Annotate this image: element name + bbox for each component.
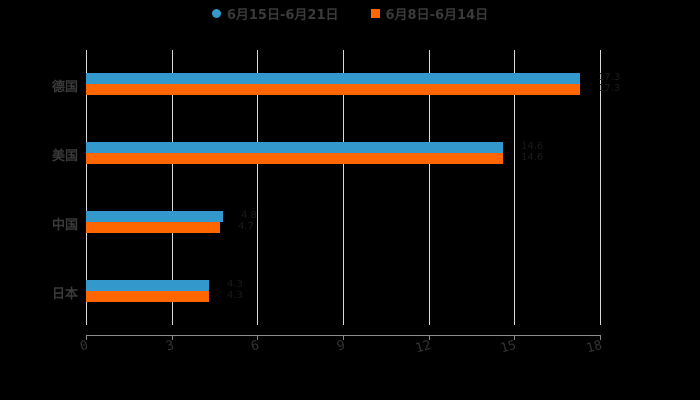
gridline bbox=[257, 50, 258, 325]
x-tick-label: 12 bbox=[413, 338, 433, 357]
legend-label: 6月8日-6月14日 bbox=[385, 7, 489, 23]
gridline bbox=[172, 50, 173, 325]
bar-week-1[interactable] bbox=[86, 84, 580, 95]
x-tick-label: 0 bbox=[78, 338, 90, 355]
x-tick-label: 18 bbox=[584, 338, 604, 357]
x-tick bbox=[172, 335, 173, 340]
bar-week-2[interactable] bbox=[86, 211, 223, 222]
x-tick bbox=[257, 335, 258, 340]
x-axis-line bbox=[86, 335, 601, 336]
gridline bbox=[429, 50, 430, 325]
bar-value-label: 17.3 bbox=[598, 83, 621, 94]
x-tick-label: 6 bbox=[249, 338, 261, 355]
x-tick bbox=[514, 335, 515, 340]
bar-value-label: 17.3 bbox=[598, 72, 621, 83]
x-tick-label: 3 bbox=[164, 338, 176, 355]
bar-value-label: 4.8 bbox=[241, 210, 257, 221]
bar-value-label: 4.3 bbox=[227, 290, 243, 301]
gridline bbox=[514, 50, 515, 325]
x-tick-label: 9 bbox=[335, 338, 347, 355]
gridline bbox=[600, 50, 601, 325]
category-label: 德国 bbox=[51, 80, 78, 95]
bar-value-label: 4.3 bbox=[227, 279, 243, 290]
chart-legend: 6月15日-6月21日 6月8日-6月14日 bbox=[0, 4, 700, 23]
bar-week-2[interactable] bbox=[86, 142, 503, 153]
x-tick bbox=[86, 335, 87, 340]
legend-label: 6月15日-6月21日 bbox=[226, 7, 339, 23]
legend-item-week-2[interactable]: 6月15日-6月21日 bbox=[211, 4, 339, 23]
x-tick bbox=[600, 335, 601, 340]
category-label: 日本 bbox=[51, 287, 78, 302]
legend-square-icon bbox=[370, 8, 380, 18]
category-label: 美国 bbox=[51, 149, 78, 164]
legend-circle-icon bbox=[211, 8, 221, 18]
gridline bbox=[343, 50, 344, 325]
bar-value-label: 14.6 bbox=[521, 152, 544, 163]
x-tick-label: 15 bbox=[498, 338, 518, 357]
bar-value-label: 4.7 bbox=[238, 221, 254, 232]
bar-week-2[interactable] bbox=[86, 280, 209, 291]
x-tick bbox=[343, 335, 344, 340]
legend-item-week-1[interactable]: 6月8日-6月14日 bbox=[370, 4, 489, 23]
bar-week-1[interactable] bbox=[86, 153, 503, 164]
x-tick bbox=[429, 335, 430, 340]
bar-value-label: 14.6 bbox=[521, 141, 544, 152]
gridline bbox=[86, 50, 87, 325]
category-label: 中国 bbox=[51, 218, 78, 233]
bar-week-1[interactable] bbox=[86, 222, 220, 233]
bar-week-2[interactable] bbox=[86, 73, 580, 84]
bar-week-1[interactable] bbox=[86, 291, 209, 302]
